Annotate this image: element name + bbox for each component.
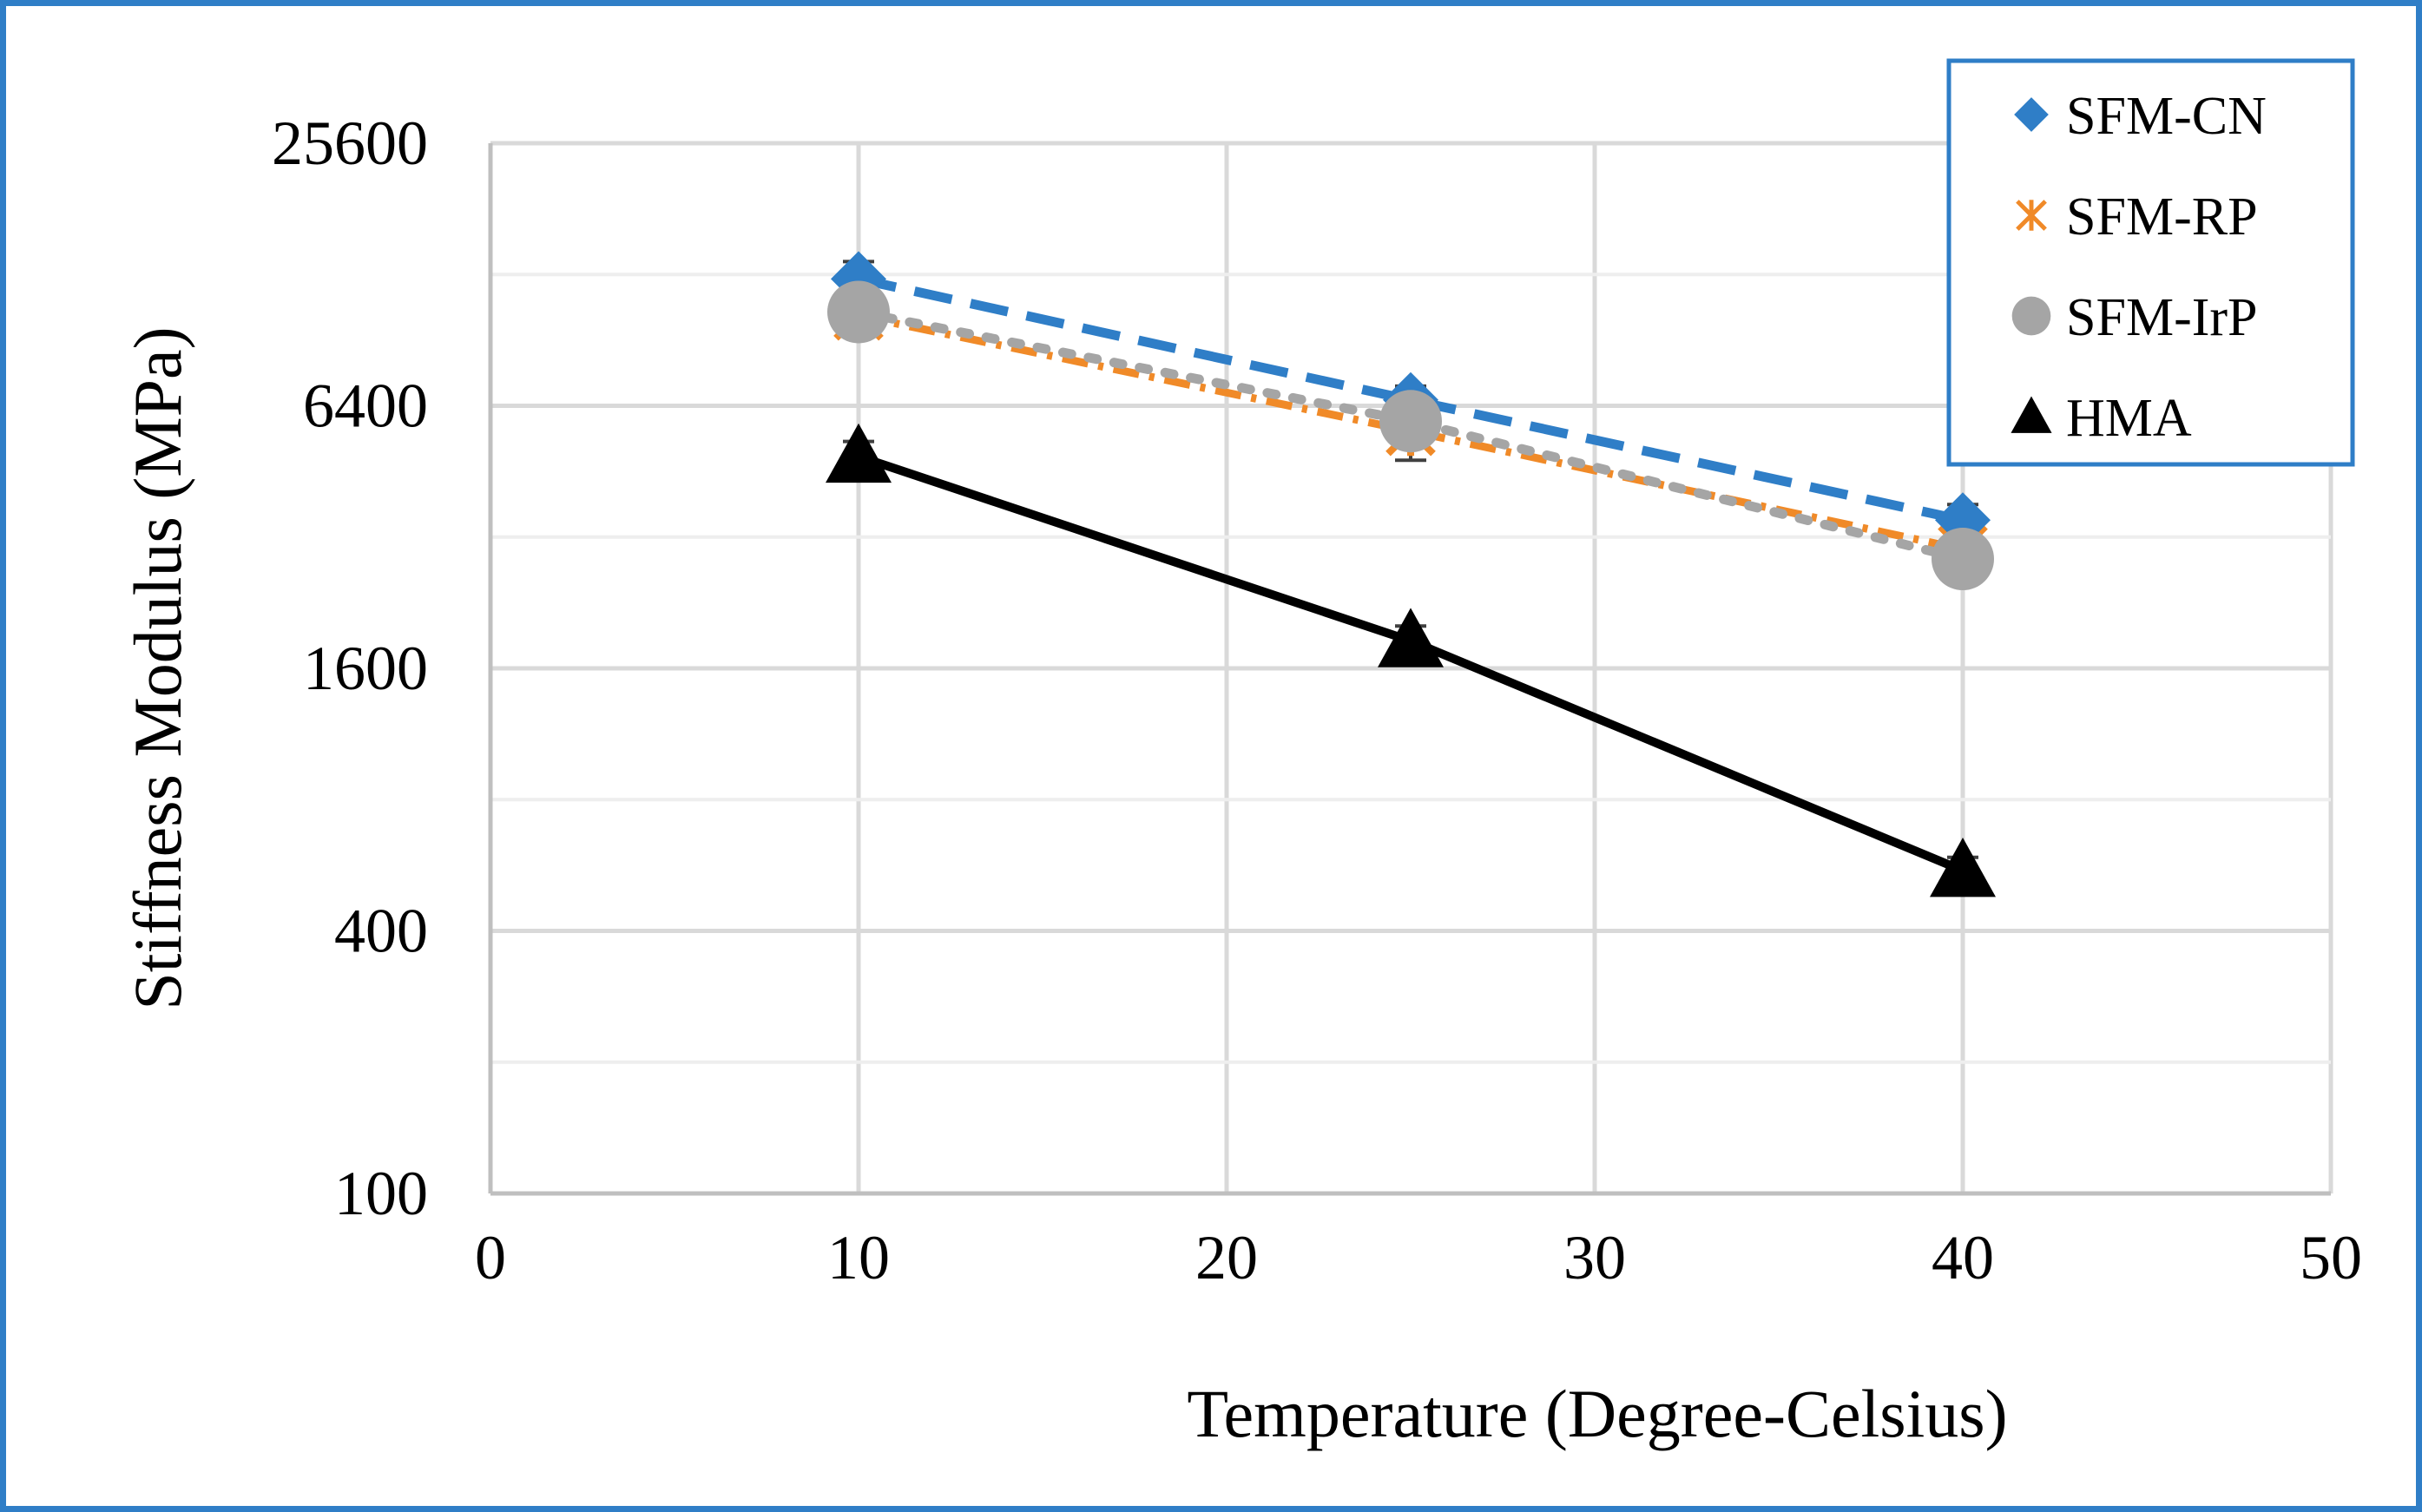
series-line-sfm-cn (857, 274, 1965, 525)
tick-labels: 0 10 20 30 40 50 100 400 1600 6400 25600 (272, 108, 2362, 1292)
legend-box (1946, 58, 2355, 467)
legend-label-sfm-cn: SFM-CN (2066, 87, 2267, 146)
data-point-hma (1378, 608, 1444, 667)
data-point-hma (826, 423, 892, 483)
x-tick-label: 30 (1563, 1223, 1626, 1292)
data-point-sfm-irp (1932, 528, 1994, 591)
y-tick-label: 400 (334, 897, 428, 966)
points-hma (826, 423, 1996, 897)
y-axis-title: Stiffness Modulus (MPa) (120, 326, 195, 1009)
legend-label-sfm-irp: SFM-IrP (2066, 288, 2258, 347)
points-sfm-irp (827, 280, 1994, 591)
legend-marker-sfm-rp (2016, 200, 2047, 231)
x-axis-title: Temperature (Degree-Celsius) (1187, 1376, 2007, 1451)
series-layer (826, 251, 1996, 897)
legend-marker-hma (2011, 396, 2052, 433)
x-tick-label: 0 (475, 1223, 506, 1292)
legend-item-sfm-rp: SFM-RP (2016, 187, 2258, 247)
legend-item-sfm-irp: SFM-IrP (2011, 288, 2258, 347)
x-tick-label: 20 (1195, 1223, 1258, 1292)
legend-marker-sfm-cn (2014, 97, 2049, 132)
y-tick-label: 6400 (303, 371, 428, 441)
legend-label-hma: HMA (2066, 389, 2192, 448)
y-tick-label: 25600 (272, 108, 428, 178)
data-point-sfm-irp (827, 280, 890, 344)
legend-marker-sfm-irp (2011, 296, 2051, 336)
legend-label-sfm-rp: SFM-RP (2066, 187, 2258, 247)
x-tick-label: 40 (1932, 1223, 1994, 1292)
legend-item-sfm-cn: SFM-CN (2014, 87, 2267, 146)
series-line-sfm-irp (853, 306, 1968, 564)
grid (490, 141, 2333, 1193)
axes (488, 143, 2331, 1196)
data-point-hma (1930, 838, 1996, 897)
y-tick-label: 1600 (303, 634, 428, 703)
y-tick-label: 100 (334, 1159, 428, 1228)
x-tick-label: 50 (2300, 1223, 2362, 1292)
legend: SFM-CN SFM-RP SFM-IrP HMA (1946, 58, 2355, 467)
series-sfm-cn (857, 274, 1965, 525)
legend-item-hma: HMA (2011, 389, 2192, 448)
data-point-sfm-irp (1379, 390, 1442, 453)
series-sfm-irp (853, 306, 1968, 564)
x-tick-label: 10 (827, 1223, 890, 1292)
